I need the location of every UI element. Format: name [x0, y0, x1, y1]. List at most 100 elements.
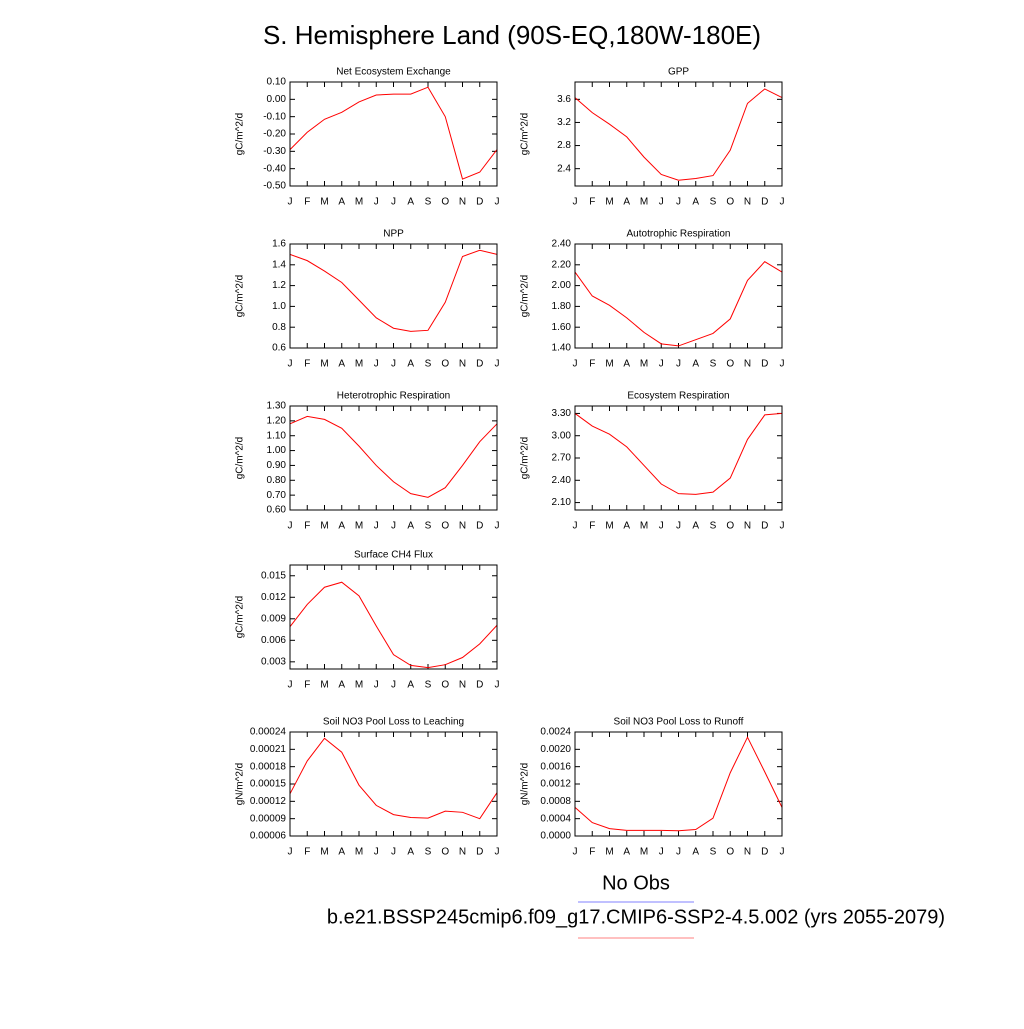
x-tick-label: J — [659, 197, 664, 208]
y-tick-label: 1.0 — [272, 301, 286, 312]
x-tick-label: M — [640, 847, 648, 858]
x-tick-label: J — [288, 359, 293, 370]
x-tick-label: S — [710, 847, 717, 858]
data-line — [289, 249, 498, 332]
x-tick-label: J — [288, 680, 293, 691]
x-tick-label: O — [726, 847, 734, 858]
x-tick-label: J — [676, 521, 681, 532]
y-tick-label: 0.0016 — [540, 761, 571, 772]
x-tick-label: M — [355, 197, 363, 208]
y-tick-label: 0.00012 — [250, 796, 287, 807]
x-tick-label: O — [441, 359, 449, 370]
y-tick-label: 2.10 — [552, 497, 572, 508]
y-tick-label: 1.40 — [552, 343, 572, 354]
y-tick-label: 0.80 — [267, 475, 287, 486]
y-tick-label: 0.0000 — [540, 831, 571, 842]
plot-frame — [574, 243, 783, 349]
x-tick-label: J — [374, 847, 379, 858]
y-tick-label: 3.30 — [552, 408, 572, 419]
panel-title: Net Ecosystem Exchange — [336, 67, 451, 78]
panel-title: NPP — [383, 229, 404, 240]
plot-frame — [289, 731, 498, 837]
data-line — [574, 261, 783, 347]
x-tick-label: J — [573, 359, 578, 370]
legend-label: b.e21.BSSP245cmip6.f09_g17.CMIP6-SSP2-4.… — [327, 906, 945, 928]
x-tick-label: S — [425, 197, 432, 208]
x-tick-label: F — [304, 521, 310, 532]
plot-frame — [574, 405, 783, 511]
x-tick-label: J — [288, 847, 293, 858]
plot-frame — [289, 81, 498, 187]
y-axis-label: gC/m^2/d — [520, 437, 531, 480]
y-tick-label: 0.70 — [267, 490, 287, 501]
x-tick-label: M — [605, 197, 613, 208]
x-tick-label: A — [623, 847, 630, 858]
x-tick-label: D — [476, 847, 483, 858]
y-tick-label: 1.80 — [552, 301, 572, 312]
x-tick-label: S — [425, 847, 432, 858]
y-axis-label: gN/m^2/d — [520, 763, 531, 806]
y-axis-label: gC/m^2/d — [520, 275, 531, 318]
x-tick-label: M — [320, 680, 328, 691]
x-tick-label: J — [676, 359, 681, 370]
y-tick-label: 0.60 — [267, 505, 287, 516]
y-tick-label: -0.40 — [263, 163, 286, 174]
x-tick-label: M — [640, 521, 648, 532]
y-tick-label: -0.50 — [263, 181, 286, 192]
data-line — [289, 415, 498, 498]
x-tick-label: S — [425, 680, 432, 691]
y-tick-label: 0.6 — [272, 343, 286, 354]
data-line — [289, 86, 498, 180]
x-tick-label: N — [459, 680, 466, 691]
y-axis-label: gC/m^2/d — [235, 437, 246, 480]
plot-frame — [289, 564, 498, 670]
x-tick-label: D — [476, 197, 483, 208]
x-tick-label: N — [459, 847, 466, 858]
y-tick-label: 1.10 — [267, 430, 287, 441]
x-tick-label: A — [407, 521, 414, 532]
data-line — [289, 737, 498, 820]
x-tick-label: A — [623, 197, 630, 208]
x-tick-label: J — [573, 521, 578, 532]
x-tick-label: J — [374, 521, 379, 532]
y-tick-label: 0.006 — [261, 635, 286, 646]
x-tick-label: A — [407, 847, 414, 858]
x-tick-label: A — [407, 359, 414, 370]
x-tick-label: J — [288, 197, 293, 208]
y-tick-label: 0.0024 — [540, 727, 571, 738]
y-tick-label: 2.40 — [552, 475, 572, 486]
x-tick-label: D — [476, 680, 483, 691]
x-tick-label: S — [425, 521, 432, 532]
x-tick-label: J — [573, 847, 578, 858]
y-tick-label: -0.10 — [263, 111, 286, 122]
y-tick-label: 0.00021 — [250, 744, 287, 755]
x-tick-label: N — [459, 521, 466, 532]
x-tick-label: J — [391, 680, 396, 691]
x-tick-label: D — [761, 521, 768, 532]
x-tick-label: M — [320, 197, 328, 208]
data-line — [574, 88, 783, 181]
x-tick-label: M — [320, 521, 328, 532]
x-tick-label: D — [761, 197, 768, 208]
plot-frame — [574, 81, 783, 187]
y-axis-label: gC/m^2/d — [520, 113, 531, 156]
x-tick-label: F — [589, 197, 595, 208]
x-tick-label: J — [391, 521, 396, 532]
x-tick-label: O — [726, 197, 734, 208]
x-tick-label: A — [623, 521, 630, 532]
x-tick-label: A — [338, 359, 345, 370]
y-tick-label: 0.0004 — [540, 813, 571, 824]
y-tick-label: 0.90 — [267, 460, 287, 471]
x-tick-label: O — [726, 521, 734, 532]
x-tick-label: J — [573, 197, 578, 208]
x-tick-label: A — [407, 680, 414, 691]
y-tick-label: 0.00 — [267, 94, 287, 105]
y-tick-label: 0.0012 — [540, 779, 571, 790]
x-tick-label: J — [659, 521, 664, 532]
y-tick-label: 0.8 — [272, 322, 286, 333]
y-tick-label: 2.00 — [552, 280, 572, 291]
y-axis-label: gC/m^2/d — [235, 275, 246, 318]
x-tick-label: J — [374, 680, 379, 691]
figure-title: S. Hemisphere Land (90S-EQ,180W-180E) — [263, 20, 761, 50]
y-axis-label: gC/m^2/d — [235, 596, 246, 639]
